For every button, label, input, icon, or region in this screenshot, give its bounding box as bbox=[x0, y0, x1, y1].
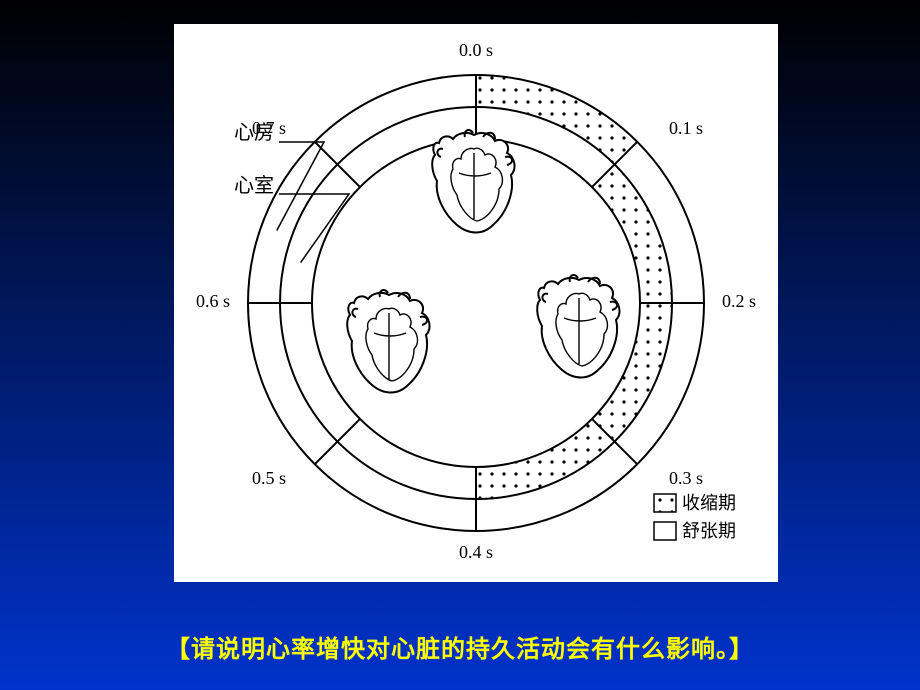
ring-label-outer: 心房 bbox=[234, 121, 274, 144]
heart-icon bbox=[537, 275, 619, 377]
tick-label: 0.1 s bbox=[669, 118, 703, 138]
ring-label-inner: 心室 bbox=[234, 174, 274, 197]
heart-icon bbox=[347, 290, 429, 392]
legend: 收缩期舒张期 bbox=[654, 493, 736, 541]
svg-text:收缩期: 收缩期 bbox=[682, 493, 736, 513]
caption-text: 【请说明心率增快对心脏的持久活动会有什么影响。】 bbox=[0, 629, 920, 664]
heart-icon bbox=[432, 130, 514, 232]
tick-label: 0.0 s bbox=[459, 40, 493, 60]
tick-label: 0.3 s bbox=[669, 468, 703, 488]
tick-label: 0.4 s bbox=[459, 542, 493, 562]
diagram-card: 0.0 s0.1 s0.2 s0.3 s0.4 s0.5 s0.6 s0.7 s… bbox=[174, 24, 778, 582]
cardiac-cycle-diagram: 0.0 s0.1 s0.2 s0.3 s0.4 s0.5 s0.6 s0.7 s… bbox=[174, 24, 778, 582]
svg-text:舒张期: 舒张期 bbox=[682, 521, 736, 541]
tick-label: 0.5 s bbox=[252, 468, 286, 488]
tick-label: 0.2 s bbox=[722, 291, 756, 311]
tick-label: 0.6 s bbox=[196, 291, 230, 311]
